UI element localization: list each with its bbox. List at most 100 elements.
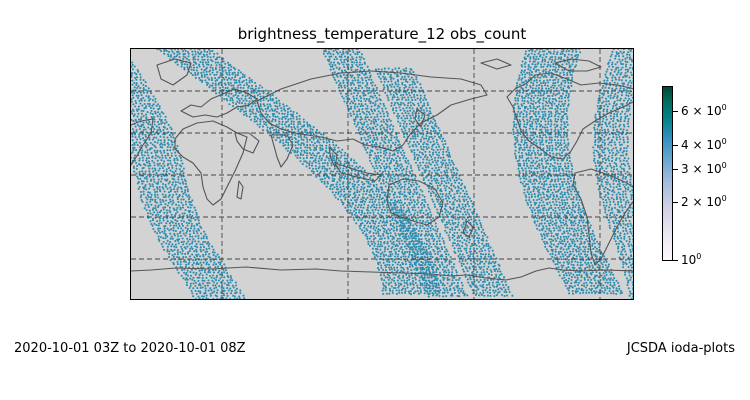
observation-point — [366, 185, 369, 188]
observation-point — [437, 268, 440, 271]
observation-point — [137, 70, 140, 73]
observation-point — [192, 287, 195, 290]
observation-point — [423, 234, 427, 237]
observation-point — [425, 161, 428, 165]
observation-point — [379, 159, 382, 162]
observation-point — [408, 140, 411, 143]
observation-point — [359, 95, 362, 98]
observation-point — [384, 107, 387, 110]
observation-point — [198, 222, 201, 225]
observation-point — [383, 136, 386, 139]
observation-point — [434, 194, 437, 198]
observation-point — [340, 84, 343, 87]
observation-point — [380, 211, 383, 214]
observation-point — [287, 144, 290, 147]
observation-point — [279, 139, 282, 142]
observation-point — [450, 171, 453, 174]
observation-point — [364, 198, 368, 201]
observation-point — [440, 219, 444, 222]
observation-point — [443, 284, 446, 287]
observation-point — [404, 80, 407, 83]
observation-point — [278, 117, 281, 120]
observation-point — [166, 217, 169, 220]
observation-point — [160, 209, 163, 212]
observation-point — [205, 250, 209, 253]
observation-point — [294, 147, 298, 150]
observation-point — [434, 129, 437, 132]
observation-point — [173, 49, 177, 51]
observation-point — [382, 118, 385, 121]
observation-point — [396, 263, 399, 266]
observation-point — [180, 190, 184, 193]
observation-point — [343, 154, 346, 157]
observation-point — [435, 138, 438, 141]
observation-point — [141, 133, 144, 136]
observation-point — [436, 184, 439, 187]
observation-point — [444, 171, 447, 174]
observation-point — [163, 178, 167, 181]
observation-point — [330, 164, 333, 167]
observation-point — [328, 51, 331, 54]
observation-point — [294, 127, 297, 130]
observation-point — [484, 253, 487, 256]
observation-point — [145, 121, 148, 124]
observation-point — [416, 164, 419, 167]
observation-point — [140, 125, 143, 128]
observation-point — [367, 135, 370, 138]
observation-point — [383, 167, 386, 170]
observation-point — [336, 49, 339, 51]
observation-point — [413, 93, 416, 96]
observation-point — [445, 266, 448, 269]
observation-point — [430, 276, 433, 279]
observation-point — [243, 74, 246, 77]
observation-point — [157, 235, 160, 238]
observation-point — [214, 84, 217, 87]
observation-point — [221, 296, 225, 299]
observation-point — [411, 122, 415, 125]
observation-point — [221, 86, 224, 89]
observation-point — [409, 137, 412, 140]
observation-point — [335, 81, 338, 84]
observation-point — [230, 289, 233, 292]
observation-point — [391, 190, 394, 193]
observation-point — [366, 146, 369, 149]
observation-point — [147, 203, 150, 206]
observation-point — [151, 104, 154, 107]
observation-point — [376, 172, 379, 175]
observation-point — [381, 172, 384, 175]
observation-point — [189, 282, 192, 285]
observation-point — [409, 104, 413, 107]
observation-point — [476, 263, 479, 266]
observation-point — [371, 247, 374, 250]
observation-point — [457, 189, 460, 192]
observation-point — [405, 125, 408, 128]
observation-point — [286, 149, 289, 152]
observation-point — [304, 130, 307, 133]
observation-point — [142, 109, 145, 112]
observation-point — [173, 185, 176, 188]
observation-point — [149, 212, 152, 215]
observation-point — [464, 265, 467, 269]
observation-point — [180, 61, 183, 64]
observation-point — [357, 121, 360, 124]
observation-point — [440, 261, 443, 264]
observation-point — [132, 103, 135, 106]
observation-point — [477, 241, 480, 244]
observation-point — [339, 160, 342, 163]
observation-point — [354, 194, 357, 197]
observation-point — [155, 201, 158, 204]
observation-point — [416, 128, 419, 131]
observation-point — [159, 135, 162, 138]
observation-point — [487, 242, 490, 245]
observation-point — [369, 76, 372, 79]
observation-point — [356, 214, 359, 217]
observation-point — [197, 295, 200, 298]
observation-point — [444, 203, 447, 206]
observation-point — [192, 232, 195, 235]
observation-point — [423, 125, 426, 128]
observation-point — [165, 185, 168, 188]
observation-point — [294, 144, 297, 147]
observation-point — [262, 103, 265, 106]
observation-point — [172, 146, 175, 149]
observation-point — [390, 80, 393, 83]
